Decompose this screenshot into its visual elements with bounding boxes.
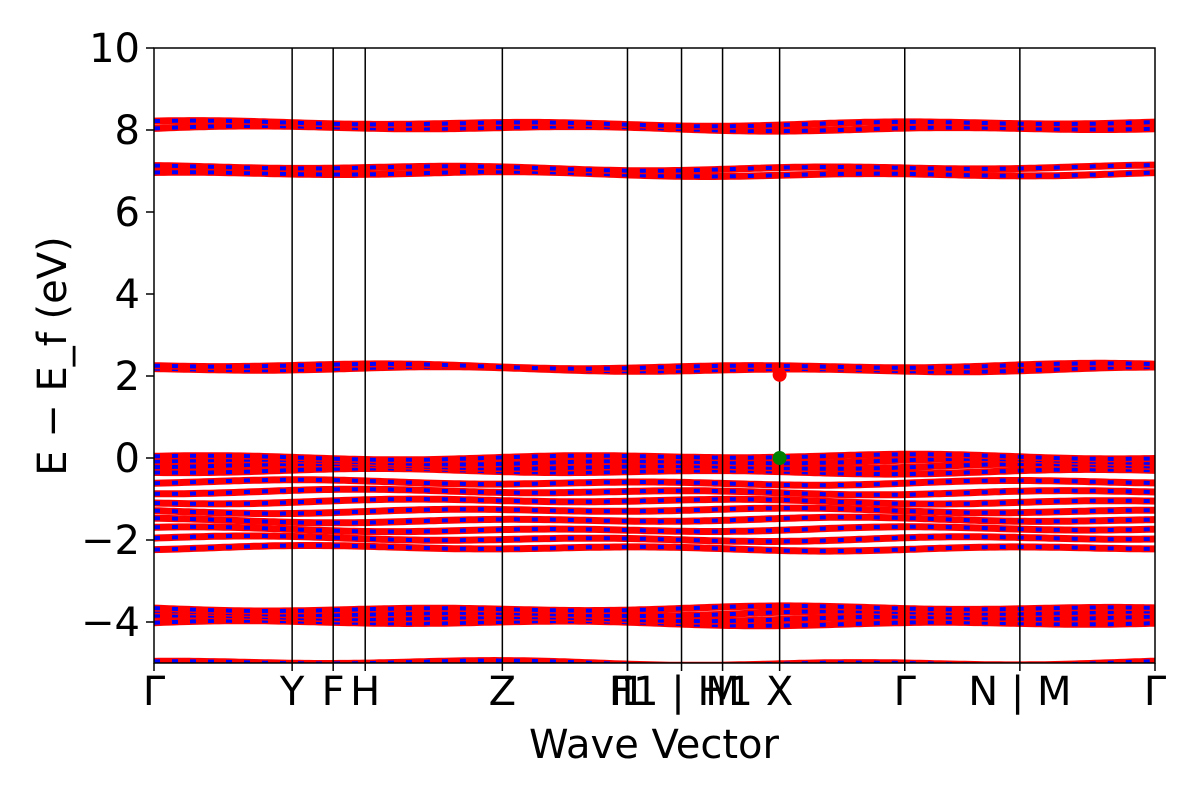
y-tick-label: 0 [115,436,140,482]
x-tick-label: Y [279,669,305,715]
x-tick-label: Z [489,669,516,715]
y-tick-label: 8 [115,108,140,154]
band-line-projection [154,534,1155,544]
x-tick-label: I [622,669,634,715]
band-line-projection [154,487,1155,497]
band-line-projection [154,452,1155,462]
band-line-projection [154,466,1155,477]
extrema-markers [772,367,787,465]
y-tick-label: 4 [115,272,140,318]
y-tick-label: 10 [89,26,140,72]
band-line-projection [154,543,1155,554]
band-line-projection [154,477,1155,488]
x-tick-label: X [766,669,793,715]
x-tick-label: Γ [894,669,917,715]
x-tick-label: N | M [968,669,1071,715]
band-group [154,161,1155,180]
band-group [154,117,1155,135]
band-line-projection [154,169,1155,179]
x-tick-label: I1 [609,669,646,715]
vbm-marker [772,451,787,465]
x-tick-label: F1 | H1 [610,669,753,715]
x-axis-title: Wave Vector [529,722,780,768]
x-tick-label: F [322,669,345,715]
y-tick-label: −4 [81,600,140,646]
band-line-projection [154,506,1155,516]
band-line-projection [154,364,1155,374]
y-axis-ticks: −4 −2 0 2 4 6 8 10 [81,26,154,646]
band-line-projection [154,163,1155,173]
y-tick-label: −2 [81,518,140,564]
y-tick-label: 6 [115,190,140,236]
plot-frame [153,47,1156,664]
band-line-projection [154,603,1155,613]
x-tick-label: H [350,669,380,715]
x-tick-label: M [705,669,740,715]
band-line-projection [154,524,1155,534]
x-tick-label: Γ [143,669,166,715]
y-tick-label: 2 [115,354,140,400]
band-line-projection [154,118,1155,129]
y-axis-title: E − E_f (eV) [30,236,76,475]
band-group [154,359,1155,376]
band-group [154,476,1155,555]
cbm-marker [772,367,787,382]
band-line-projection [154,608,1155,618]
band-line-projection [154,515,1155,525]
bands-layer [154,117,1155,663]
band-group [154,450,1155,478]
band-group [154,602,1155,630]
band-line-projection [154,497,1155,506]
band-line-projection [154,361,1155,371]
kpoint-separators [291,48,1021,663]
x-tick-label: Γ [1144,669,1167,715]
